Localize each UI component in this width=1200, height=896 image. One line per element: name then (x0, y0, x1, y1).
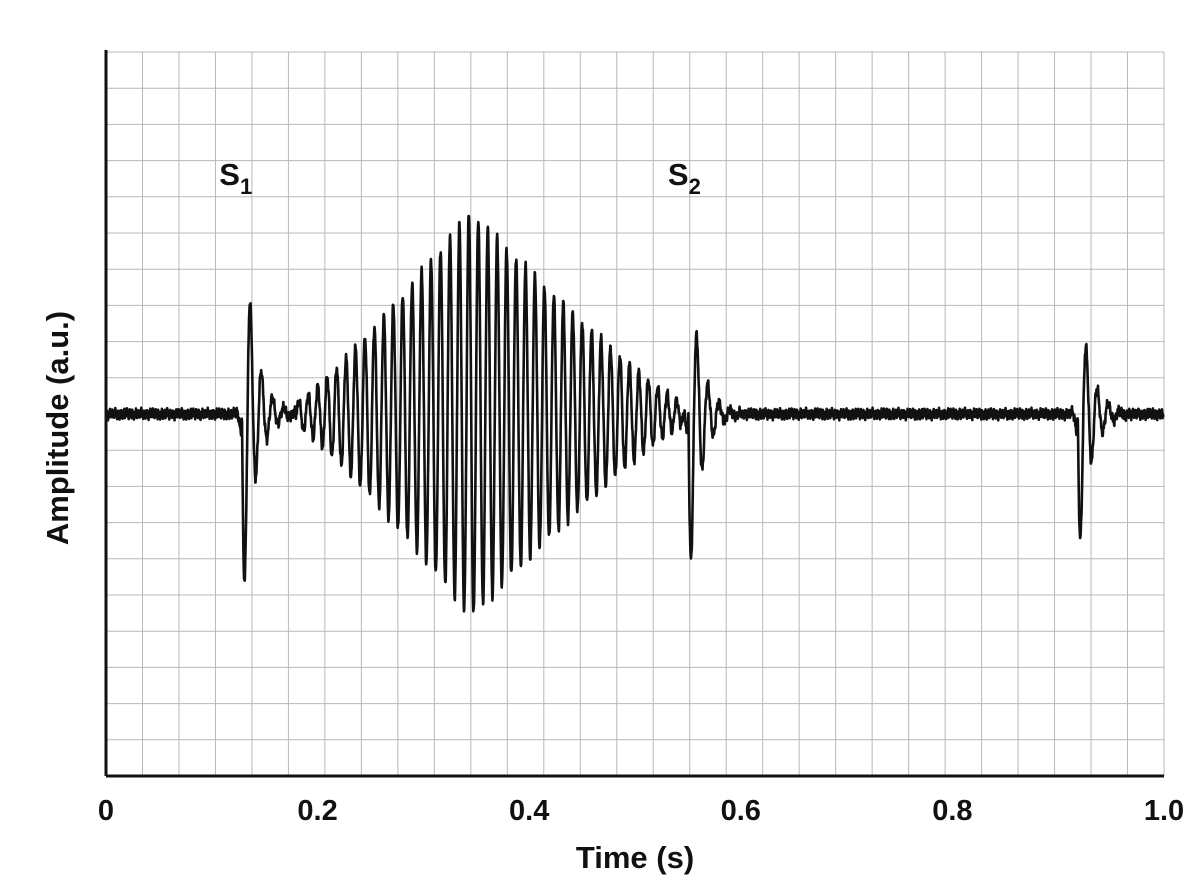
annotation-label-1: S1 (219, 157, 252, 199)
x-axis-label: Time (s) (576, 840, 694, 875)
y-axis-label: Amplitude (a.u.) (40, 311, 75, 545)
annotation-label-2: S2 (668, 157, 701, 199)
annotations: S1 S2 (219, 157, 701, 199)
x-tick-label: 0.6 (721, 795, 761, 827)
x-tick-label: 0.4 (509, 795, 549, 827)
x-tick-label: 0.8 (932, 795, 972, 827)
signal-trace (104, 214, 1166, 613)
x-tick-label: 0 (98, 795, 114, 827)
x-tick-label: 1.0 (1144, 795, 1184, 827)
signal-line (104, 214, 1166, 613)
x-tick-labels: 0 0.2 0.4 0.6 0.8 1.0 (98, 795, 1184, 827)
x-tick-label: 0.2 (297, 795, 337, 827)
